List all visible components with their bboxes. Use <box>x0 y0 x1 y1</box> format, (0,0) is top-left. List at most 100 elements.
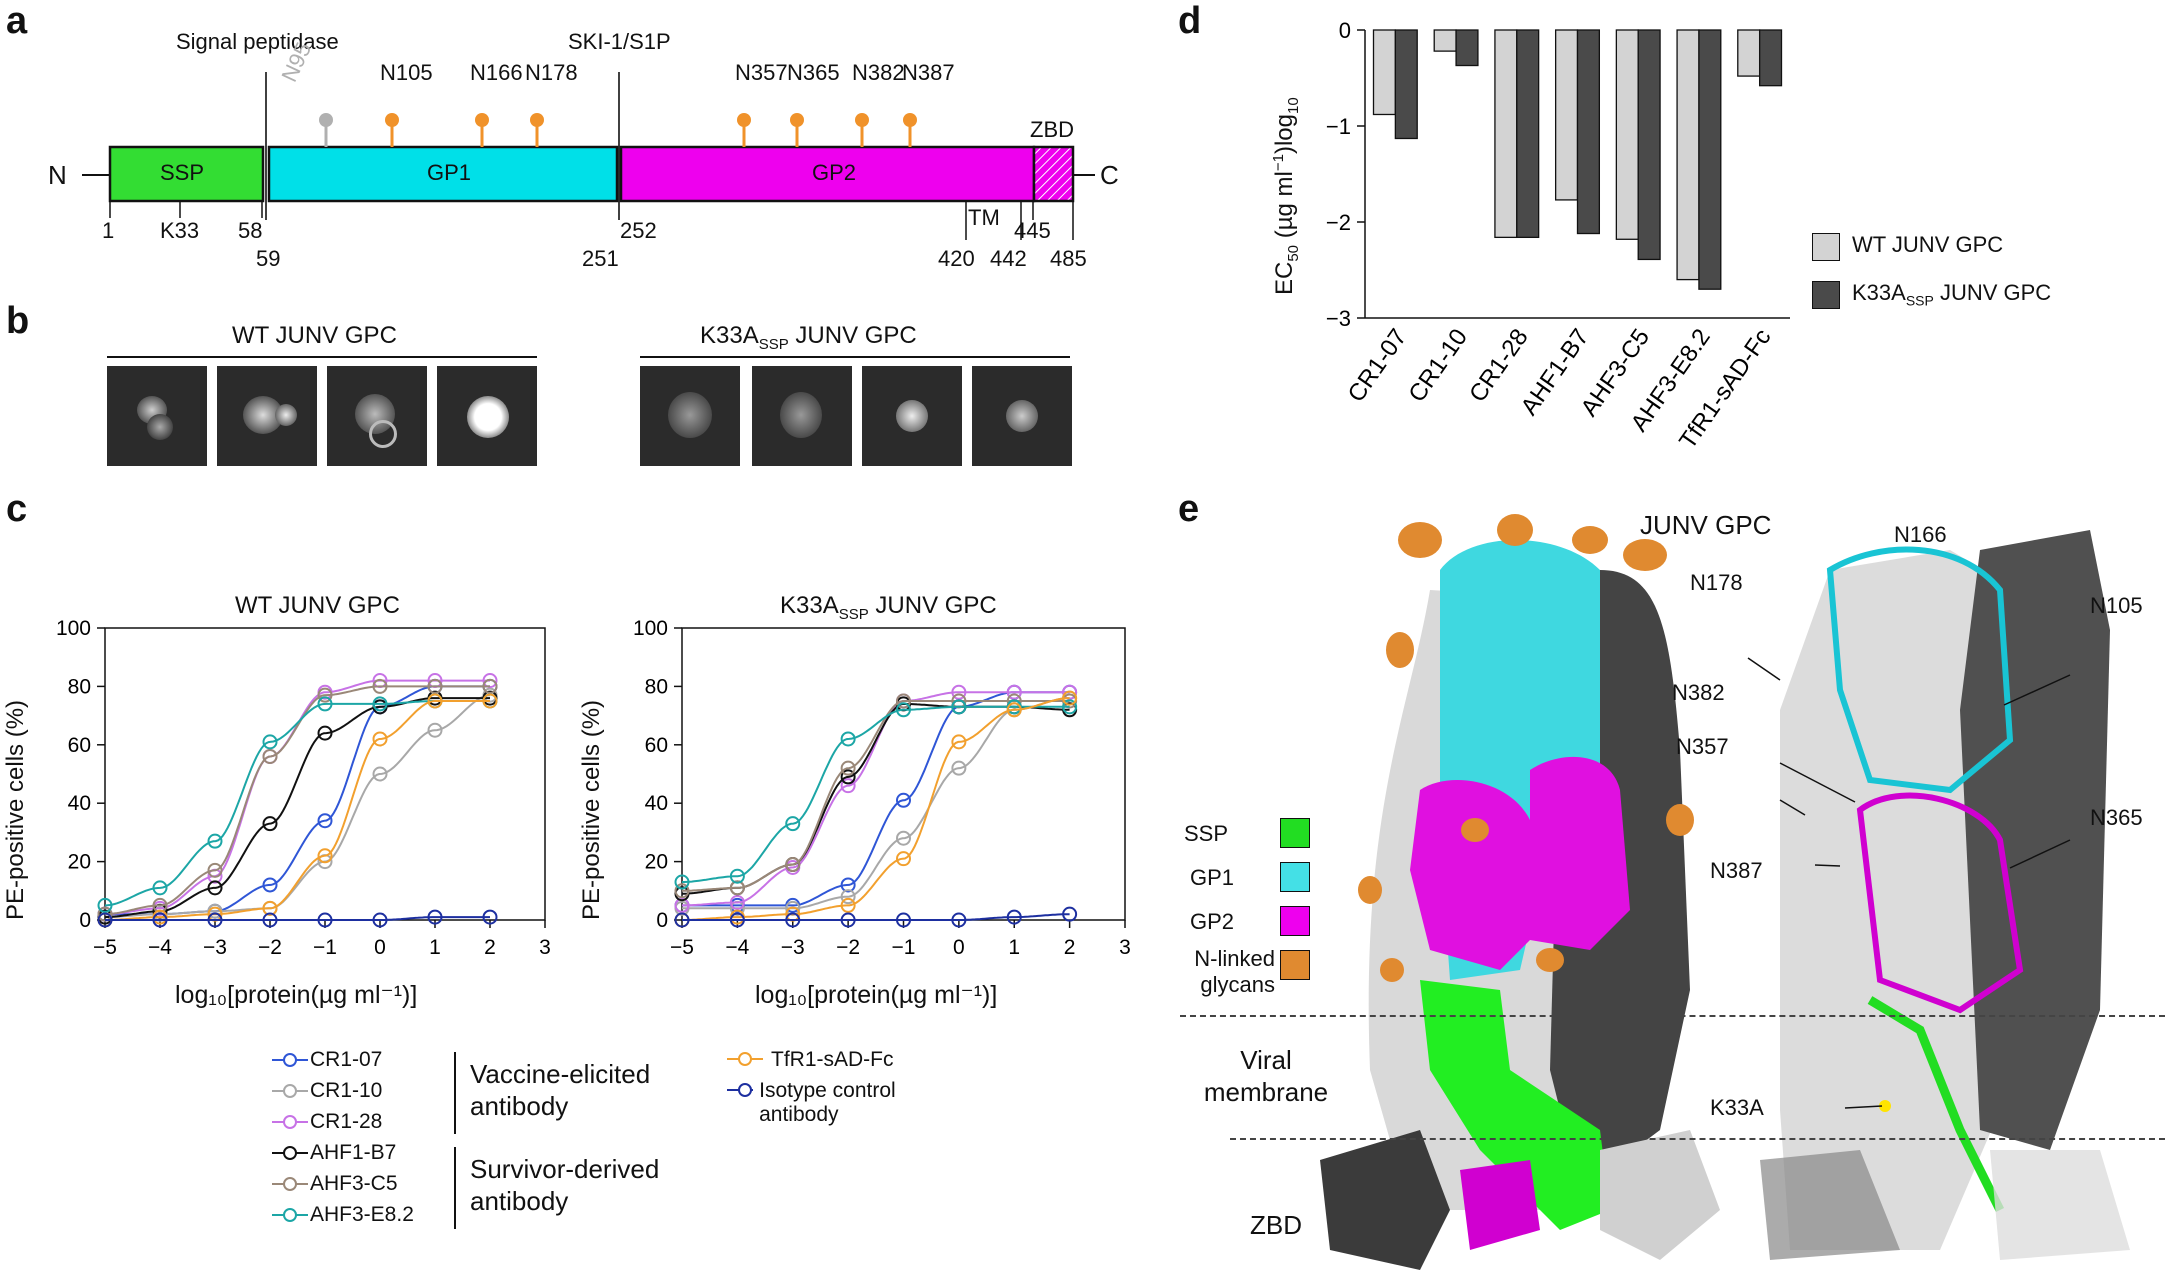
series-line <box>105 694 491 919</box>
series-line <box>682 702 1070 895</box>
y-tick-label: 0 <box>79 909 91 932</box>
plot-frame <box>104 627 546 921</box>
series-line <box>682 691 1070 907</box>
legend-label: AHF3-C5 <box>310 1172 398 1195</box>
legend-marker <box>272 1208 308 1222</box>
n-terminus-label: N <box>48 160 67 190</box>
ec50-bar <box>1615 29 1639 240</box>
membrane-boundary-top <box>1180 1015 2165 1017</box>
site-n387: N387 <box>1710 858 1763 883</box>
ec50-bar <box>1494 29 1518 239</box>
data-point <box>785 857 801 873</box>
d-legend-k33a: K33ASSP JUNV GPC <box>1852 280 2052 309</box>
y-tick-label: 100 <box>633 617 668 640</box>
data-point <box>840 760 856 776</box>
ec50-bar <box>1433 29 1457 52</box>
pos-252: 252 <box>620 218 657 243</box>
data-point <box>482 909 498 925</box>
domain-diagram <box>82 72 1095 240</box>
legend-label: CR1-10 <box>310 1079 383 1102</box>
b-title-k33a: K33ASSP JUNV GPC <box>700 322 917 353</box>
glycan-n387: N387 <box>902 60 955 85</box>
series-line <box>105 685 490 916</box>
category-label: CR1-07 <box>1343 324 1413 407</box>
data-point <box>951 912 967 928</box>
data-point <box>1062 906 1078 922</box>
c-left-title: WT JUNV GPC <box>235 592 400 619</box>
data-point <box>427 909 443 925</box>
data-point <box>207 862 223 878</box>
signal-peptidase-label: Signal peptidase <box>176 29 339 54</box>
membrane-boundary-bottom <box>1230 1138 2165 1140</box>
pos-442: 442 <box>990 246 1027 271</box>
category-label: CR1-10 <box>1403 324 1473 407</box>
callout-n387 <box>1814 864 1841 867</box>
data-point <box>729 894 745 910</box>
data-point <box>97 912 113 928</box>
x-tick-label: 1 <box>429 936 441 959</box>
e-zbd-label: ZBD <box>1250 1210 1302 1240</box>
group-survivor-label: Survivor-derived antibody <box>470 1154 660 1216</box>
legend-item: TfR1-sAD-Fc <box>725 1048 915 1072</box>
callout-n105 <box>2003 674 2071 706</box>
data-point <box>372 678 388 694</box>
pos-445: 445 <box>1014 218 1051 243</box>
site-n357: N357 <box>1676 734 1729 759</box>
callout-n357 <box>1779 799 1806 816</box>
x-tick-label: −2 <box>258 936 282 959</box>
domain-gp2: GP2 <box>812 160 857 185</box>
ec50-bar <box>1372 29 1397 116</box>
data-point <box>729 880 745 896</box>
y-tick-label: 60 <box>68 734 91 757</box>
x-tick-label: 1 <box>1008 936 1020 959</box>
data-point <box>372 766 388 782</box>
c-terminus-label: C <box>1100 160 1119 190</box>
data-point <box>317 912 333 928</box>
data-point <box>729 868 745 884</box>
data-point <box>840 897 856 913</box>
legend-item: CR1-10 <box>270 1079 382 1103</box>
em-class-average <box>752 366 852 466</box>
glycan-n178: N178 <box>525 60 578 85</box>
site-n178: N178 <box>1690 570 1743 595</box>
legend-marker <box>272 1177 308 1191</box>
data-point <box>1062 699 1078 715</box>
site-n382: N382 <box>1672 680 1725 705</box>
em-class-average <box>217 366 317 466</box>
data-point <box>482 678 498 694</box>
data-point <box>372 912 388 928</box>
callout-n365 <box>2009 839 2071 869</box>
ec50-bar <box>1637 29 1661 261</box>
ec50-bar <box>1516 29 1540 239</box>
series-line <box>682 913 1070 921</box>
data-point <box>1006 702 1022 718</box>
data-point <box>896 792 911 808</box>
y-tick-label: 100 <box>56 617 91 640</box>
d-legend-swatch-k33a <box>1812 281 1840 309</box>
x-tick-label: −1 <box>313 936 337 959</box>
y-tick-label: 60 <box>645 734 668 757</box>
legend-label: Isotype control antibody <box>759 1079 896 1126</box>
legend-marker <box>272 1053 308 1067</box>
x-tick-label: −4 <box>725 936 749 959</box>
data-point <box>207 912 223 928</box>
data-point <box>317 813 333 829</box>
data-point <box>896 912 911 928</box>
legend-item: AHF1-B7 <box>270 1141 396 1165</box>
legend-marker <box>727 1052 763 1066</box>
series-line <box>105 916 490 921</box>
data-point <box>262 912 278 928</box>
x-tick-label: 0 <box>953 936 965 959</box>
legend-label: AHF3-E8.2 <box>310 1203 414 1226</box>
legend-gp2-label: GP2 <box>1190 909 1235 934</box>
pos-59: 59 <box>256 246 281 271</box>
d-legend-swatch-wt <box>1812 233 1840 261</box>
data-point <box>207 880 223 896</box>
pos-k33: K33 <box>160 218 200 243</box>
glycan-n382: N382 <box>852 60 905 85</box>
data-point <box>427 722 443 738</box>
em-class-average <box>640 366 740 466</box>
data-point <box>152 897 168 913</box>
ec50-bar-chart: 0−1−2−3CR1-07CR1-10CR1-28AHF1-B7AHF3-C5A… <box>1326 18 1790 450</box>
pos-1: 1 <box>102 218 115 243</box>
